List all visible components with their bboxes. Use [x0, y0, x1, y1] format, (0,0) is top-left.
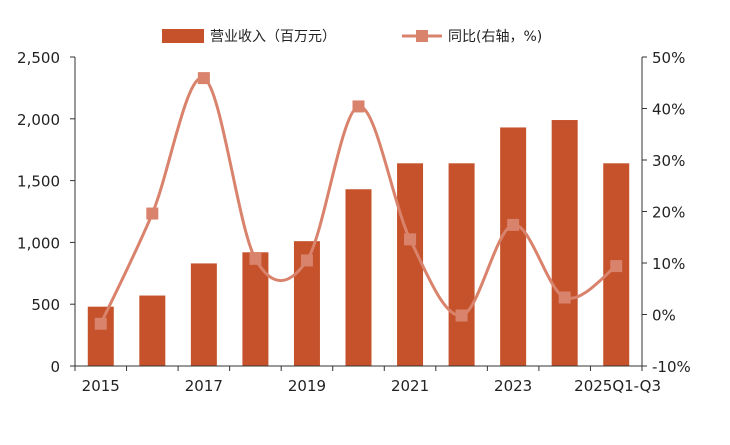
x-tick-label: 2025Q1-Q3	[574, 377, 661, 395]
axes-layer: 0 500 1,000 1,500 2,000 2,500 -10% 0% 10% 20% 30% 4…	[17, 49, 691, 395]
legend-bar-swatch	[162, 29, 204, 43]
growth-marker-2022	[455, 309, 468, 322]
right-tick-label: 40%	[652, 101, 685, 119]
growth-marker-2017	[197, 72, 210, 85]
left-tick-label: 0	[50, 358, 60, 376]
right-tick-label: 20%	[652, 204, 685, 222]
legend-line-marker	[416, 30, 428, 42]
legend: 营业收入（百万元） 同比(右轴，%)	[162, 29, 542, 45]
left-tick-label: 2,000	[17, 111, 60, 129]
right-tick-label: 30%	[652, 152, 685, 170]
bar-2022	[448, 163, 475, 366]
bar-2016	[139, 295, 166, 366]
x-tick-label: 2017	[185, 377, 223, 395]
growth-marker-2025Q1-Q3	[610, 260, 623, 273]
growth-marker-2023	[507, 218, 520, 231]
right-tick-label: 10%	[652, 255, 685, 273]
bar-2015	[87, 306, 114, 366]
bar-2020	[345, 189, 372, 366]
x-tick-label: 2021	[391, 377, 429, 395]
x-tick-label: 2015	[82, 377, 120, 395]
growth-marker-2021	[404, 233, 417, 246]
right-tick-label: -10%	[652, 358, 691, 376]
growth-marker-2020	[352, 100, 365, 113]
bar-2024	[551, 120, 578, 366]
bar-2018	[242, 252, 269, 366]
bar-2021	[397, 163, 424, 366]
growth-marker-2015	[94, 317, 107, 330]
bar-2023	[500, 127, 527, 366]
x-tick-label: 2019	[288, 377, 326, 395]
left-tick-label: 1,500	[17, 173, 60, 191]
legend-bar-label: 营业收入（百万元）	[210, 29, 336, 45]
bar-2017	[190, 263, 217, 366]
left-tick-label: 1,000	[17, 234, 60, 252]
right-tick-label: 50%	[652, 49, 685, 67]
growth-marker-2016	[146, 207, 159, 220]
growth-marker-2024	[558, 291, 571, 304]
growth-marker-2018	[249, 252, 262, 265]
left-tick-label: 2,500	[17, 49, 60, 67]
legend-line-label: 同比(右轴，%)	[448, 29, 542, 45]
growth-marker-2019	[300, 254, 313, 267]
left-tick-label: 500	[31, 296, 60, 314]
x-tick-label: 2023	[494, 377, 532, 395]
line-layer	[94, 72, 623, 330]
right-tick-label: 0%	[652, 307, 676, 325]
